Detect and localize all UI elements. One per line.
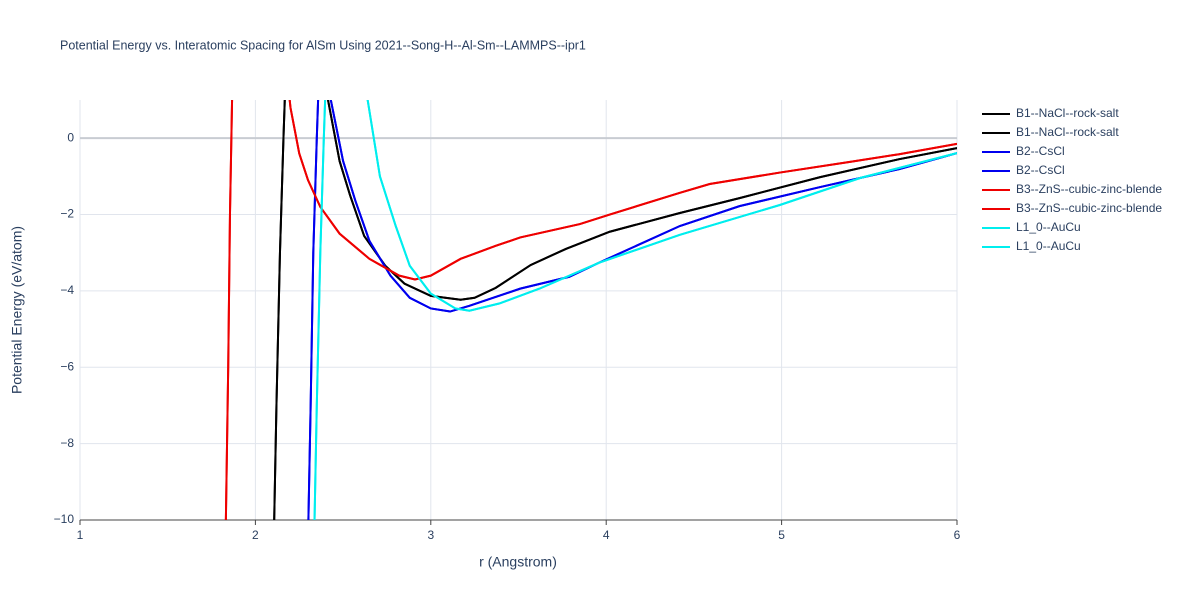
x-tick-label: 3 — [427, 528, 434, 542]
y-tick-label: −6 — [60, 359, 74, 373]
y-tick-label: 0 — [67, 130, 74, 144]
legend-label: B1--NaCl--rock-salt — [1016, 125, 1119, 139]
legend-label: B2--CsCl — [1016, 144, 1065, 158]
y-tick-label: −10 — [54, 512, 75, 526]
legend-label: B2--CsCl — [1016, 163, 1065, 177]
y-axis-title: Potential Energy (eV/atom) — [9, 226, 25, 394]
legend-label: L1_0--AuCu — [1016, 239, 1081, 253]
legend-label: L1_0--AuCu — [1016, 220, 1081, 234]
x-axis-title: r (Angstrom) — [479, 554, 557, 570]
legend-item[interactable]: L1_0--AuCu — [982, 220, 1081, 234]
y-tick-label: −4 — [60, 283, 74, 297]
chart-title: Potential Energy vs. Interatomic Spacing… — [60, 38, 586, 52]
y-tick-label: −2 — [60, 207, 74, 221]
series-line — [273, 100, 957, 520]
series-line — [313, 100, 957, 520]
x-tick-label: 2 — [252, 528, 259, 542]
x-tick-label: 6 — [954, 528, 961, 542]
legend-item[interactable]: B1--NaCl--rock-salt — [982, 125, 1119, 139]
x-tick-label: 1 — [77, 528, 84, 542]
series-line — [307, 100, 957, 520]
legend-item[interactable]: B3--ZnS--cubic-zinc-blende — [982, 201, 1162, 215]
legend-item[interactable]: B2--CsCl — [982, 163, 1065, 177]
series-line — [307, 100, 957, 520]
y-tick-label: −8 — [60, 436, 74, 450]
legend-item[interactable]: B3--ZnS--cubic-zinc-blende — [982, 182, 1162, 196]
legend-item[interactable]: B2--CsCl — [982, 144, 1065, 158]
plot-area — [224, 100, 957, 520]
legend: B1--NaCl--rock-salt B1--NaCl--rock-salt B2… — [982, 106, 1162, 253]
legend-label: B1--NaCl--rock-salt — [1016, 106, 1119, 120]
series-line — [224, 100, 957, 520]
series-line — [224, 100, 957, 520]
legend-label: B3--ZnS--cubic-zinc-blende — [1016, 182, 1162, 196]
series-line — [313, 100, 957, 520]
x-tick-label: 5 — [778, 528, 785, 542]
series-line — [273, 100, 957, 520]
x-tick-label: 4 — [603, 528, 610, 542]
legend-label: B3--ZnS--cubic-zinc-blende — [1016, 201, 1162, 215]
legend-item[interactable]: B1--NaCl--rock-salt — [982, 106, 1119, 120]
legend-item[interactable]: L1_0--AuCu — [982, 239, 1081, 253]
